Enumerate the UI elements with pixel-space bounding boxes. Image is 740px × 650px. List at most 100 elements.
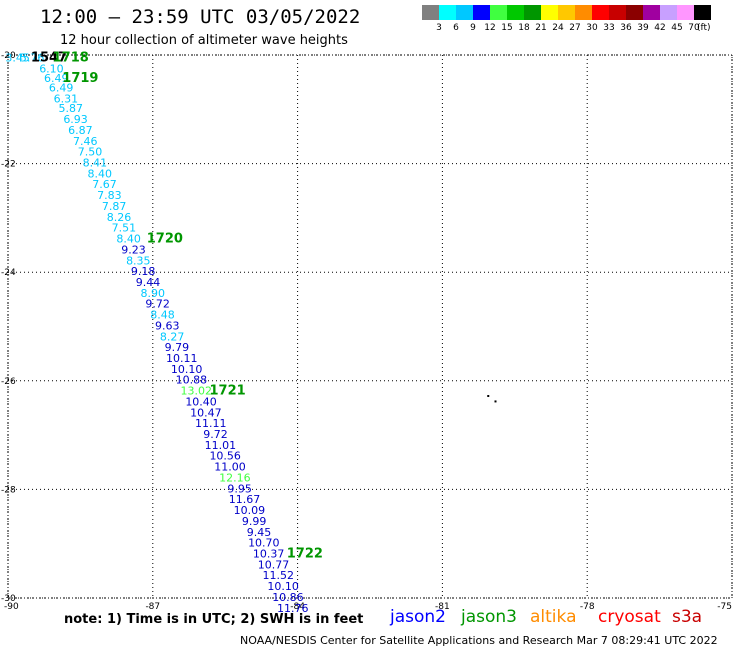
wave-height-label: 9.45 (247, 526, 272, 539)
legend-swatch (456, 5, 473, 20)
wave-height-label: 10.09 (234, 504, 266, 517)
wave-height-label: 5.87 (58, 102, 83, 115)
wave-height-label: 7.87 (102, 200, 127, 213)
legend-label: 9 (470, 23, 476, 33)
wave-height-label: 7.67 (92, 178, 117, 191)
wave-height-label: 10.56 (209, 450, 241, 463)
wave-height-label: 9.18 (131, 265, 156, 278)
wave-height-label: 10.77 (258, 558, 290, 571)
wave-height-label: 10.11 (166, 352, 198, 365)
wave-height-label: 6.49 (44, 72, 69, 85)
legend-swatch (660, 5, 677, 20)
wave-height-label: 8.90 (141, 287, 166, 300)
legend-label: 18 (518, 23, 530, 33)
latitude-tick-label: -30 (1, 594, 16, 604)
legend-swatch (592, 5, 609, 20)
longitude-tick-label: -84 (290, 602, 305, 612)
wave-height-label: 7.51 (112, 222, 137, 235)
legend-label: 33 (603, 23, 615, 33)
legend-label: 30 (586, 23, 598, 33)
wave-height-label: 7.50 (78, 146, 103, 159)
legend-label: 39 (637, 23, 649, 33)
legend-label: 27 (569, 23, 581, 33)
wave-height-label: 9.23 (121, 243, 146, 256)
footer-note: note: 1) Time is in UTC; 2) SWH is in fe… (64, 612, 364, 627)
wave-height-label: 10.88 (176, 374, 208, 387)
latitude-tick-label: -22 (1, 160, 16, 170)
track-time-label: 1718 (53, 51, 89, 66)
latitude-tick-label: -28 (1, 485, 16, 495)
wave-height-label: 8.41 (83, 157, 108, 170)
wave-height-label: 6.93 (63, 113, 88, 126)
wave-height-label: 10.40 (185, 395, 217, 408)
legend-swatch (524, 5, 541, 20)
wave-height-label: 5.76 (20, 52, 45, 65)
legend-swatch (677, 5, 694, 20)
longitude-tick-label: -78 (580, 602, 595, 612)
wave-height-label: 6.49 (49, 82, 74, 95)
wave-height-label: 8.26 (107, 211, 132, 224)
credit-line: NOAA/NESDIS Center for Satellite Applica… (240, 634, 718, 647)
legend-swatch (507, 5, 524, 20)
wave-height-label: 11.01 (205, 439, 237, 452)
legend-label: 6 (453, 23, 459, 33)
legend-unit: (ft) (697, 23, 711, 33)
legend-label: 36 (620, 23, 632, 33)
satellite-name-altika: altika (530, 607, 577, 627)
wave-height-label: 10.86 (272, 591, 304, 604)
page-subtitle: 12 hour collection of altimeter wave hei… (60, 33, 348, 48)
wave-height-label: 6.31 (54, 92, 79, 105)
map-frame (7, 54, 733, 599)
wave-height-label: 9.44 (136, 276, 161, 289)
wave-height-label: 8.35 (126, 254, 151, 267)
wave-height-label: 9.79 (165, 341, 190, 354)
page-title: 12:00 — 23:59 UTC 03/05/2022 (40, 6, 361, 28)
wave-height-label: 3.45 (5, 52, 30, 65)
wave-height-label: 9.72 (145, 298, 170, 311)
track-time-label: 1722 (287, 546, 323, 561)
legend-swatch (643, 5, 660, 20)
wave-height-label: 12.16 (219, 471, 251, 484)
legend-label: 45 (671, 23, 683, 33)
track-time-label: 1719 (62, 71, 98, 86)
wave-height-label: 7.83 (97, 189, 122, 202)
wave-height-label: 8.48 (150, 309, 175, 322)
longitude-tick-label: -81 (435, 602, 450, 612)
wave-height-label: 9.72 (203, 428, 228, 441)
wave-height-label: 8.40 (87, 167, 112, 180)
wave-height-label: 10.70 (248, 537, 280, 550)
legend-swatch (558, 5, 575, 20)
wave-height-label: 9.95 (227, 482, 252, 495)
legend-label: 70 (688, 23, 700, 33)
wave-height-label: 10.10 (267, 580, 299, 593)
legend-swatch (609, 5, 626, 20)
wave-height-label: 10.10 (171, 363, 203, 376)
island-point (487, 395, 490, 398)
legend-swatch (575, 5, 592, 20)
wave-height-label: 9.63 (155, 319, 180, 332)
wave-height-label: 11.52 (263, 569, 295, 582)
satellite-name-cryosat: cryosat (598, 607, 661, 627)
wave-height-label: 11.00 (214, 461, 246, 474)
wave-height-label: 13.02 (180, 385, 212, 398)
legend-label: 21 (535, 23, 547, 33)
wave-height-label: 10.47 (190, 406, 222, 419)
legend-swatch (422, 5, 439, 20)
wave-height-label: 10.37 (253, 547, 285, 560)
latitude-tick-label: -24 (1, 268, 16, 278)
legend-swatch (439, 5, 456, 20)
latitude-tick-label: -26 (1, 377, 16, 387)
wave-height-label: 8.40 (116, 233, 141, 246)
longitude-tick-label: -87 (145, 602, 160, 612)
legend-label: 15 (501, 23, 513, 33)
longitude-tick-label: -90 (4, 602, 19, 612)
legend-label: 42 (654, 23, 666, 33)
wave-height-label: 6.87 (68, 124, 93, 137)
track-time-label: 1547 (31, 51, 67, 66)
longitude-tick-label: -75 (717, 602, 732, 612)
wave-height-label: 8.27 (160, 330, 185, 343)
legend-label: 12 (484, 23, 496, 33)
legend-label: 3 (436, 23, 442, 33)
legend-label: 24 (552, 23, 564, 33)
satellite-name-s3a: s3a (672, 607, 703, 627)
